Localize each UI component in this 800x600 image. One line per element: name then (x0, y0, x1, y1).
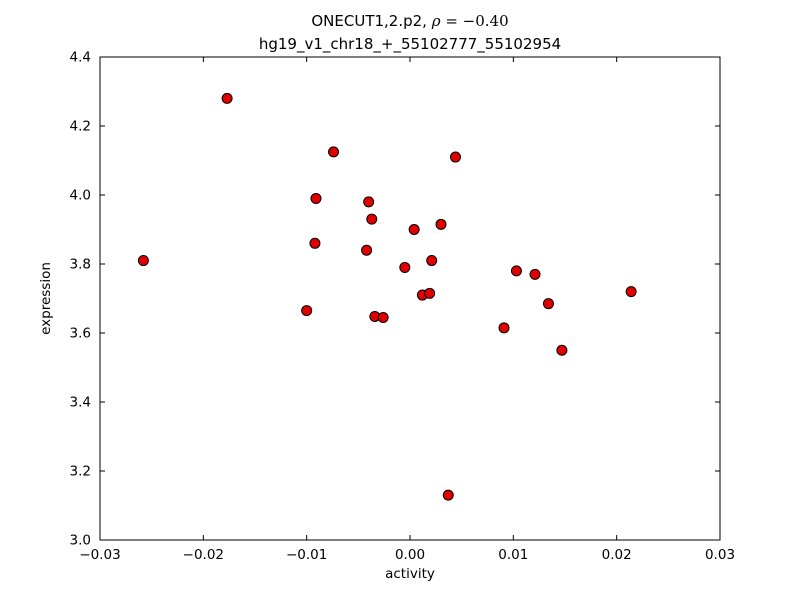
scatter-point (363, 196, 375, 208)
x-tick-label: 0.03 (705, 547, 735, 563)
scatter-point (449, 151, 461, 163)
scatter-point (625, 286, 637, 298)
scatter-point (498, 322, 510, 334)
plot-area (99, 56, 721, 541)
scatter-point (435, 218, 447, 230)
x-tick-label: −0.03 (79, 547, 120, 563)
scatter-point (301, 305, 313, 317)
y-tick-label: 3.6 (70, 326, 91, 342)
scatter-point (328, 146, 340, 158)
y-tick-label: 3.4 (70, 395, 91, 411)
scatter-point (408, 224, 420, 235)
y-axis-ticks: 3.0 3.2 3.4 3.6 3.8 4.0 4.2 4.4 (70, 50, 720, 549)
scatter-point (399, 261, 411, 273)
chart-subtitle: hg19_v1_chr18_+_55102777_55102954 (259, 35, 561, 54)
x-tick-label: −0.01 (286, 547, 327, 563)
x-tick-label: 0.01 (498, 547, 528, 563)
scatter-point (442, 489, 454, 501)
scatter-point (221, 92, 233, 104)
scatter-point (556, 344, 568, 356)
scatter-point (426, 255, 438, 267)
y-tick-label: 4.4 (70, 50, 91, 66)
chart-title: ONECUT1,2.p2, ρ = −0.40 (311, 12, 508, 30)
scatter-point (310, 192, 322, 204)
x-axis-ticks: −0.03 −0.02 −0.01 0.00 0.01 0.02 0.03 (79, 57, 735, 563)
chart-title-correlation-value: = −0.40 (441, 12, 509, 30)
scatter-point (366, 213, 378, 225)
x-tick-label: −0.02 (183, 547, 224, 563)
x-axis-label: activity (385, 566, 435, 582)
y-tick-label: 4.2 (70, 119, 91, 135)
scatter-point (424, 287, 436, 299)
scatter-point (510, 265, 522, 277)
scatter-point (542, 298, 554, 310)
scatter-point (361, 244, 373, 256)
y-tick-label: 3.0 (70, 533, 91, 549)
chart-title-rho-symbol: ρ (431, 12, 441, 30)
y-tick-label: 3.8 (70, 257, 91, 273)
x-tick-label: 0.02 (602, 547, 632, 563)
scatter-point (137, 255, 149, 267)
chart-title-text: ONECUT1,2.p2, (311, 12, 431, 30)
y-tick-label: 3.2 (70, 464, 91, 480)
y-tick-label: 4.0 (70, 188, 91, 204)
scatter-point (309, 237, 321, 249)
scatter-point (377, 311, 389, 323)
scatter-point (529, 268, 541, 280)
x-tick-label: 0.00 (395, 547, 425, 563)
y-axis-label: expression (38, 262, 54, 335)
data-points (137, 92, 637, 501)
